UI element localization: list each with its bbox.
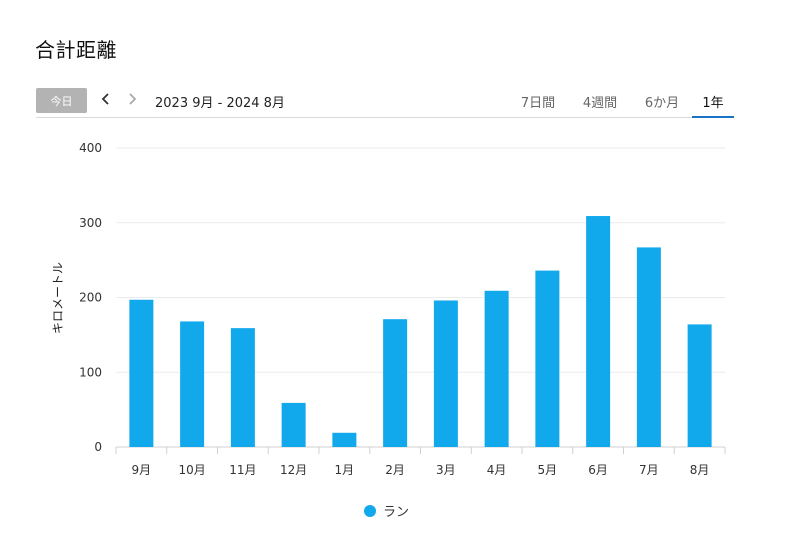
x-tick-label: 3月 bbox=[436, 463, 456, 477]
y-axis-label: キロメートル bbox=[51, 262, 65, 334]
x-tick-label: 7月 bbox=[639, 463, 659, 477]
page-title: 合計距離 bbox=[35, 38, 117, 62]
bar-2 bbox=[180, 321, 205, 447]
bar-9 bbox=[535, 270, 560, 447]
x-tick-label: 5月 bbox=[538, 463, 558, 477]
bar-12 bbox=[687, 324, 712, 447]
x-tick-label: 1月 bbox=[335, 463, 355, 477]
bar-7 bbox=[433, 300, 458, 447]
x-tick-label: 2月 bbox=[385, 463, 405, 477]
today-button[interactable]: 今日 bbox=[36, 88, 87, 113]
x-tick-label: 12月 bbox=[280, 463, 307, 477]
y-tick-label: 100 bbox=[79, 365, 102, 379]
y-tick-label: 300 bbox=[79, 216, 102, 230]
chevron-left-icon[interactable] bbox=[97, 91, 113, 107]
bar-6 bbox=[383, 319, 408, 447]
bar-5 bbox=[332, 432, 357, 447]
legend: ラン bbox=[364, 501, 409, 520]
bar-10 bbox=[586, 216, 611, 447]
x-tick-label: 10月 bbox=[178, 463, 205, 477]
chevron-right-icon[interactable] bbox=[125, 91, 141, 107]
tab-6months[interactable]: 6か月 bbox=[644, 96, 680, 111]
tab-7days[interactable]: 7日間 bbox=[520, 96, 556, 111]
legend-swatch bbox=[364, 504, 376, 517]
legend-label[interactable]: ラン bbox=[383, 505, 410, 520]
bar-11 bbox=[636, 247, 661, 447]
x-tick-label: 8月 bbox=[690, 463, 710, 477]
bar-4 bbox=[281, 402, 306, 447]
bar-8 bbox=[484, 290, 509, 447]
date-range-label: 2023 9月 - 2024 8月 bbox=[155, 96, 285, 111]
x-tick-label: 9月 bbox=[132, 463, 152, 477]
tab-4weeks[interactable]: 4週間 bbox=[582, 96, 618, 111]
period-tabs: 7日間 4週間 6か月 1年 bbox=[508, 87, 734, 118]
x-tick-label: 11月 bbox=[229, 463, 256, 477]
bar-1 bbox=[129, 299, 154, 447]
x-tick-label: 6月 bbox=[588, 463, 608, 477]
y-tick-label: 400 bbox=[79, 141, 102, 155]
x-tick-label: 4月 bbox=[487, 463, 507, 477]
bar-3 bbox=[230, 328, 255, 447]
y-tick-label: 0 bbox=[94, 440, 102, 454]
toolbar: 今日 2023 9月 - 2024 8月 7日間 4週間 6か月 1年 bbox=[36, 87, 734, 118]
tab-1year[interactable]: 1年 bbox=[692, 87, 734, 118]
y-tick-label: 200 bbox=[79, 291, 102, 305]
